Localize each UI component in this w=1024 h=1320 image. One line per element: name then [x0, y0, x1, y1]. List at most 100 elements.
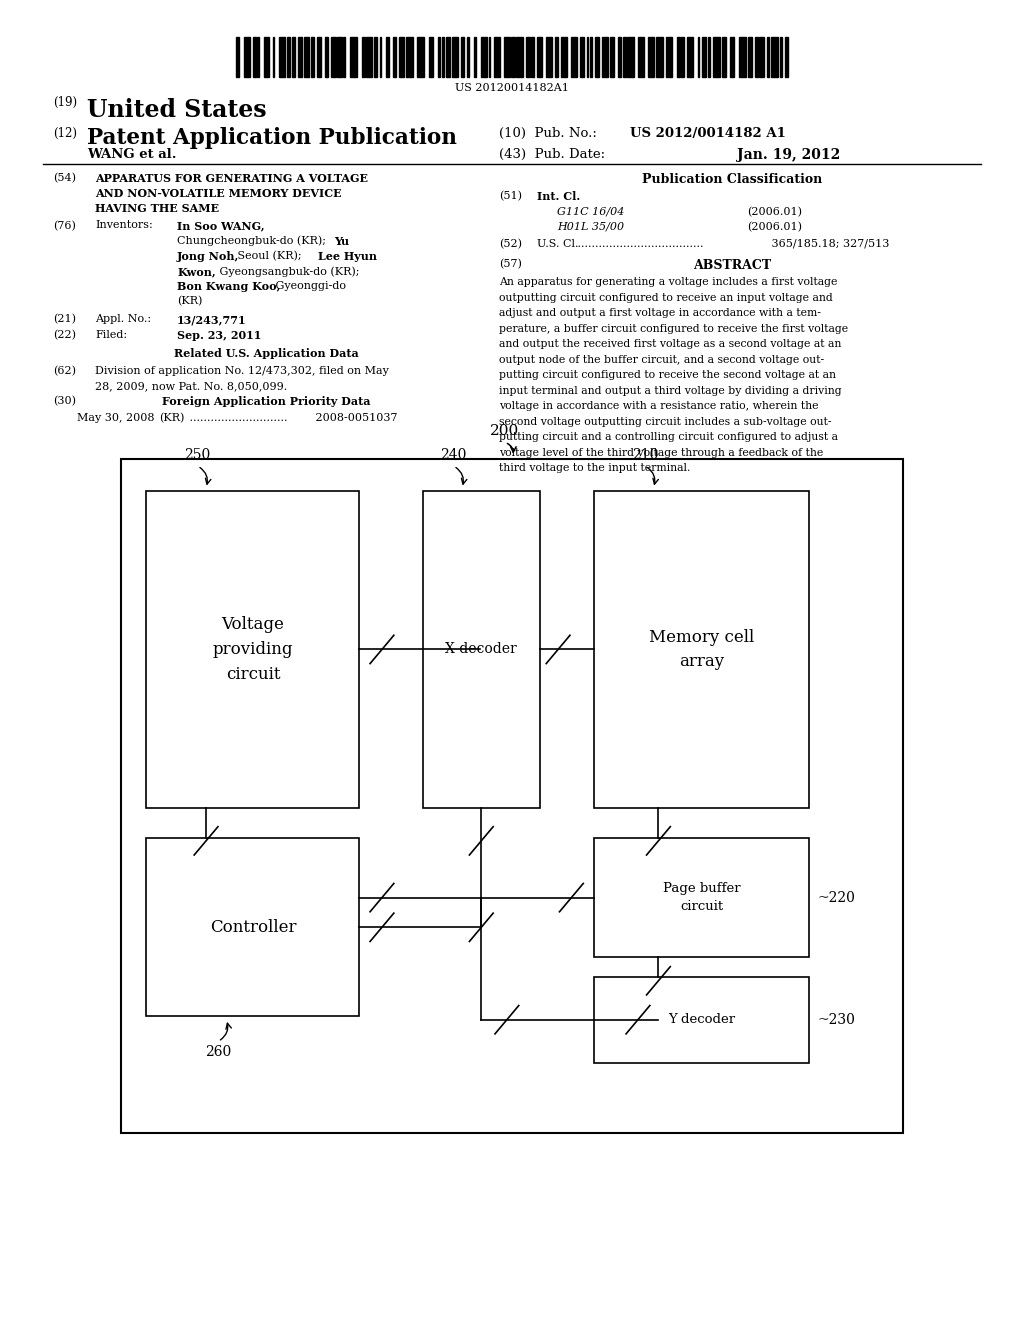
Bar — [375, 37, 377, 77]
Text: Related U.S. Application Data: Related U.S. Application Data — [174, 348, 358, 359]
Text: An apparatus for generating a voltage includes a first voltage: An apparatus for generating a voltage in… — [499, 277, 837, 288]
Bar — [337, 37, 342, 77]
Text: 365/185.18; 327/513: 365/185.18; 327/513 — [768, 239, 890, 249]
Bar — [393, 37, 396, 77]
Text: Foreign Application Priority Data: Foreign Application Priority Data — [162, 396, 371, 407]
Bar — [406, 37, 413, 77]
Bar — [537, 37, 542, 77]
Bar — [467, 37, 469, 77]
Text: Patent Application Publication: Patent Application Publication — [87, 127, 457, 149]
Text: outputting circuit configured to receive an input voltage and: outputting circuit configured to receive… — [499, 293, 833, 302]
Text: Jong Noh,: Jong Noh, — [177, 251, 240, 261]
Text: voltage level of the third voltage through a feedback of the: voltage level of the third voltage throu… — [499, 447, 823, 458]
Text: Y decoder: Y decoder — [668, 1014, 735, 1026]
Bar — [516, 37, 522, 77]
Bar — [272, 37, 274, 77]
Bar — [561, 37, 567, 77]
Bar — [713, 37, 720, 77]
Text: second voltage outputting circuit includes a sub-voltage out-: second voltage outputting circuit includ… — [499, 417, 831, 426]
Bar — [453, 37, 459, 77]
Text: (2006.01): (2006.01) — [748, 206, 803, 216]
Text: Controller: Controller — [210, 919, 296, 936]
Text: 260: 260 — [205, 1045, 231, 1060]
Bar — [785, 37, 788, 77]
Bar — [590, 37, 592, 77]
Bar — [570, 37, 577, 77]
Bar — [280, 37, 286, 77]
Text: (54): (54) — [53, 173, 76, 183]
Bar — [755, 37, 758, 77]
Text: Voltage
providing
circuit: Voltage providing circuit — [213, 616, 293, 682]
Bar — [722, 37, 726, 77]
Text: Gyeongsangbuk-do (KR);: Gyeongsangbuk-do (KR); — [216, 267, 359, 277]
Bar — [546, 37, 552, 77]
Text: Filed:: Filed: — [95, 330, 127, 341]
Bar — [442, 37, 443, 77]
Text: (KR): (KR) — [177, 297, 203, 306]
Bar — [423, 491, 540, 808]
Text: (12): (12) — [53, 127, 77, 140]
Text: Yu: Yu — [334, 235, 349, 247]
Bar — [779, 37, 782, 77]
Text: (10)  Pub. No.:: (10) Pub. No.: — [499, 127, 597, 140]
Text: X decoder: X decoder — [445, 643, 517, 656]
Bar — [292, 37, 295, 77]
Bar — [681, 37, 684, 77]
Text: Kwon,: Kwon, — [177, 267, 216, 277]
Text: (62): (62) — [53, 366, 76, 376]
Bar — [594, 491, 809, 808]
Bar — [587, 37, 589, 77]
Text: In Soo WANG,: In Soo WANG, — [177, 220, 265, 231]
Bar — [511, 37, 515, 77]
Text: APPARATUS FOR GENERATING A VOLTAGE: APPARATUS FOR GENERATING A VOLTAGE — [95, 173, 369, 183]
Text: HAVING THE SAME: HAVING THE SAME — [95, 203, 219, 214]
Text: 2008-0051037: 2008-0051037 — [312, 413, 397, 424]
Bar — [702, 37, 707, 77]
Bar — [386, 37, 389, 77]
Bar — [555, 37, 557, 77]
Text: Memory cell
array: Memory cell array — [649, 628, 754, 671]
Text: Chungcheongbuk-do (KR);: Chungcheongbuk-do (KR); — [177, 235, 330, 247]
Text: AND NON-VOLATILE MEMORY DEVICE: AND NON-VOLATILE MEMORY DEVICE — [95, 187, 342, 199]
Bar — [580, 37, 584, 77]
Text: Gyeonggi-do: Gyeonggi-do — [272, 281, 346, 292]
Bar — [739, 37, 745, 77]
Text: (30): (30) — [53, 396, 76, 407]
Text: Appl. No.:: Appl. No.: — [95, 314, 152, 325]
Bar — [656, 37, 663, 77]
Text: ~220: ~220 — [817, 891, 855, 904]
Bar — [595, 37, 599, 77]
Text: Division of application No. 12/473,302, filed on May: Division of application No. 12/473,302, … — [95, 366, 389, 376]
Bar — [623, 37, 626, 77]
Bar — [253, 37, 256, 77]
Text: (19): (19) — [53, 96, 78, 110]
Bar — [146, 838, 359, 1016]
Text: Sep. 23, 2011: Sep. 23, 2011 — [177, 330, 261, 341]
Bar — [771, 37, 777, 77]
Text: perature, a buffer circuit configured to receive the first voltage: perature, a buffer circuit configured to… — [499, 323, 848, 334]
Text: (2006.01): (2006.01) — [748, 222, 803, 232]
Bar — [697, 37, 699, 77]
Bar — [748, 37, 753, 77]
Text: Publication Classification: Publication Classification — [642, 173, 822, 186]
Text: US 20120014182A1: US 20120014182A1 — [455, 83, 569, 94]
Text: (76): (76) — [53, 220, 76, 231]
Bar — [618, 37, 622, 77]
Bar — [530, 37, 535, 77]
Bar — [438, 37, 440, 77]
Text: (21): (21) — [53, 314, 76, 325]
Bar — [288, 37, 290, 77]
Text: 250: 250 — [184, 447, 211, 462]
Text: Bon Kwang Koo,: Bon Kwang Koo, — [177, 281, 281, 292]
Text: Int. Cl.: Int. Cl. — [537, 191, 580, 202]
Bar — [481, 37, 486, 77]
Bar — [343, 37, 345, 77]
Bar — [767, 37, 769, 77]
Text: (57): (57) — [499, 259, 521, 269]
Text: (52): (52) — [499, 239, 521, 249]
Text: Jan. 19, 2012: Jan. 19, 2012 — [737, 148, 841, 162]
Text: Inventors:: Inventors: — [95, 220, 153, 231]
Bar — [677, 37, 680, 77]
Bar — [639, 37, 644, 77]
Text: (KR): (KR) — [159, 413, 184, 424]
